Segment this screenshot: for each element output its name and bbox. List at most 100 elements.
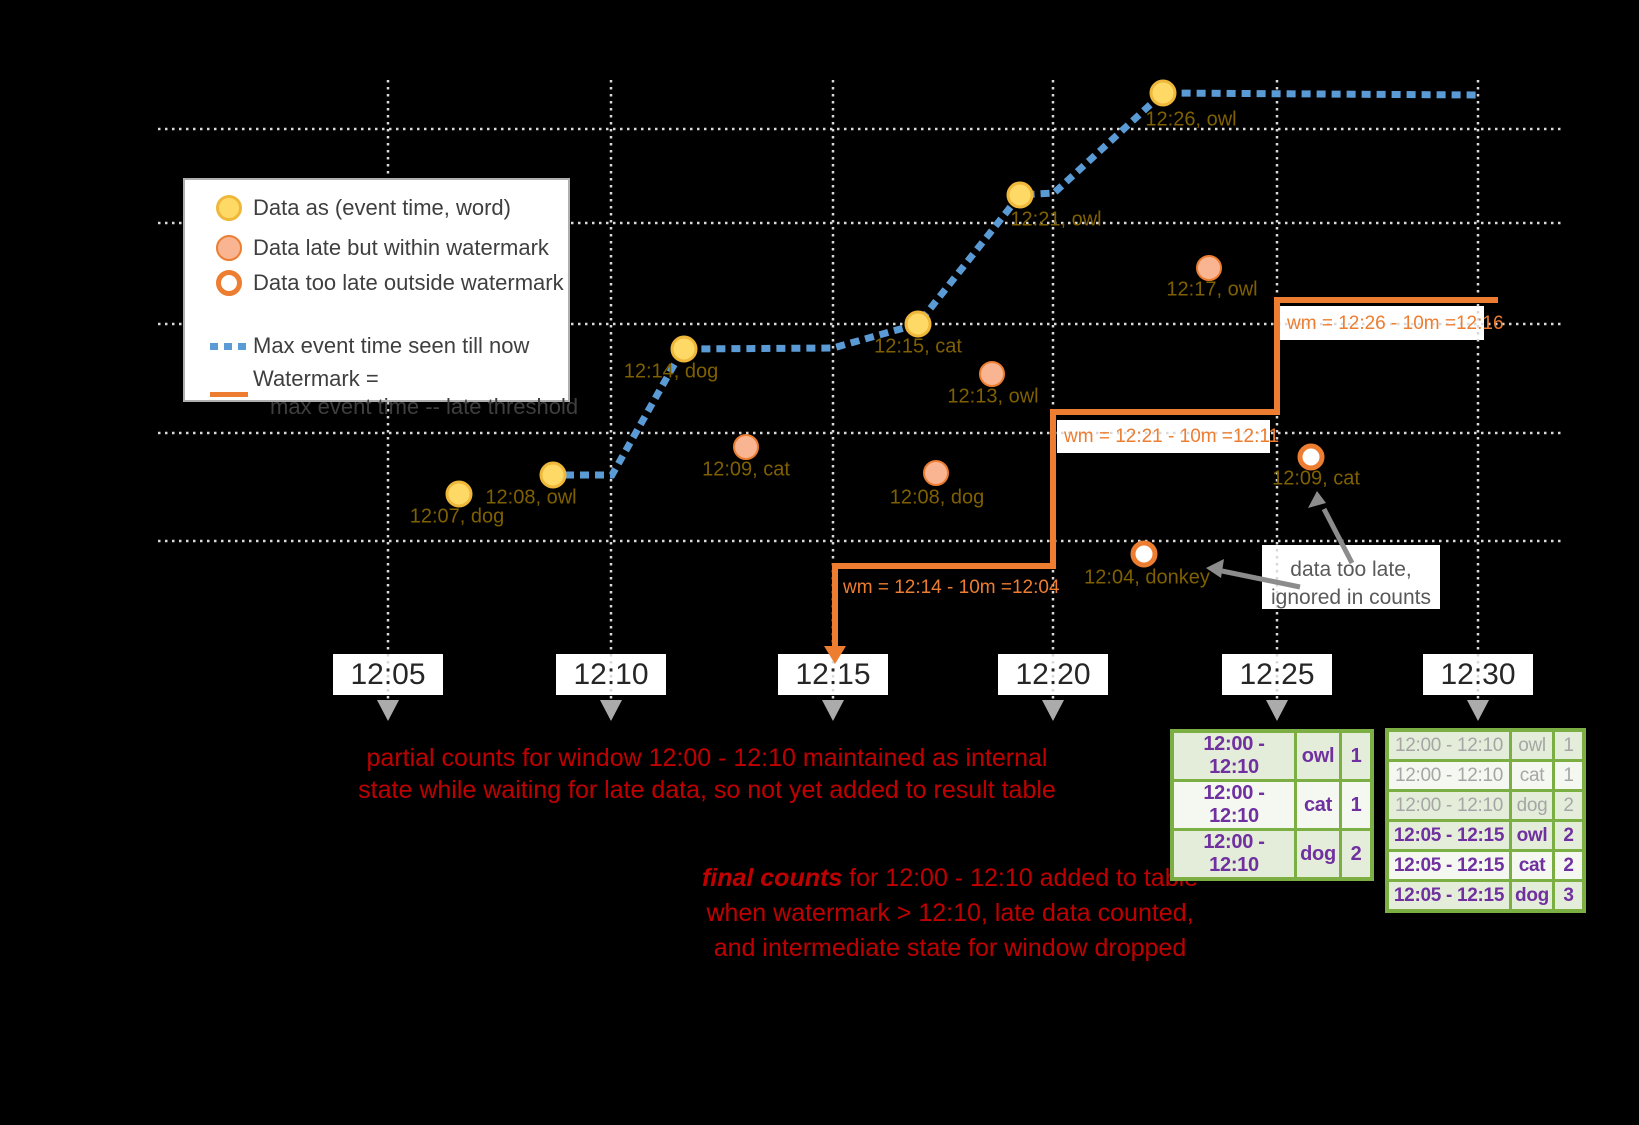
data-point-ontime xyxy=(1006,181,1034,209)
data-point-label: 12:15, cat xyxy=(874,335,962,358)
table-row: 12:00 - 12:10 owl 1 xyxy=(1385,728,1586,762)
watermark-line xyxy=(832,297,1498,646)
axis-tick-box xyxy=(1222,654,1332,695)
word-cell: dog xyxy=(1509,879,1555,913)
table-row: 12:05 - 12:15 cat 2 xyxy=(1385,849,1586,882)
watermark-label-line2: max event time -- late threshold xyxy=(270,394,579,419)
legend-label: Data as (event time, word) xyxy=(253,195,511,220)
callout-arrow xyxy=(1221,568,1301,590)
count-cell: 2 xyxy=(1552,789,1586,822)
late-dot-icon xyxy=(205,235,253,261)
word-cell: cat xyxy=(1509,849,1555,882)
axis-tick-box xyxy=(556,654,666,695)
window-cell: 12:05 - 12:15 xyxy=(1385,819,1512,852)
legend-item-late: Data late but within watermark xyxy=(205,235,568,261)
drop-arrowhead xyxy=(1042,700,1064,721)
word-cell: dog xyxy=(1294,828,1342,881)
toolate-ring-icon xyxy=(205,270,253,296)
drop-arrowhead xyxy=(377,700,399,721)
final-counts-note: final counts for 12:00 - 12:10 added to … xyxy=(690,861,1210,966)
axis-tick-box xyxy=(333,654,443,695)
blue-dashed-line-icon xyxy=(205,333,253,359)
data-point-ontime xyxy=(539,461,567,489)
axis-tick-label: 12:10 xyxy=(573,658,649,691)
word-cell: cat xyxy=(1294,779,1342,831)
table-row: 12:05 - 12:15 dog 3 xyxy=(1385,879,1586,913)
data-point-toolate xyxy=(1297,443,1325,471)
count-cell: 1 xyxy=(1552,728,1586,762)
drop-arrowhead xyxy=(600,700,622,721)
note-line: final counts for 12:00 - 12:10 added to … xyxy=(690,861,1210,896)
word-cell: owl xyxy=(1509,819,1555,852)
count-cell: 3 xyxy=(1552,879,1586,913)
window-cell: 12:00 - 12:10 xyxy=(1170,729,1297,782)
legend-item-watermark-line: Watermark = max event time -- late thres… xyxy=(205,365,578,421)
watermark-value-label: wm = 12:21 - 10m =12:11 xyxy=(1064,426,1280,447)
ontime-dot-icon xyxy=(205,195,253,221)
data-point-label: 12:09, cat xyxy=(1272,467,1360,490)
count-cell: 2 xyxy=(1552,819,1586,852)
drop-arrowhead xyxy=(1266,700,1288,721)
data-point-label: 12:17, owl xyxy=(1166,278,1258,301)
data-point-late xyxy=(1196,255,1222,281)
note-line: when watermark > 12:10, late data counte… xyxy=(706,899,1194,927)
final-counts-emphasis: final counts xyxy=(701,864,843,892)
too-late-callout: data too late, ignored in counts xyxy=(1262,556,1440,612)
window-cell: 12:00 - 12:10 xyxy=(1385,759,1512,792)
axis-tick-box xyxy=(998,654,1108,695)
data-point-late xyxy=(979,361,1005,387)
table-row: 12:05 - 12:15 owl 2 xyxy=(1385,819,1586,852)
note-line: state while waiting for late data, so no… xyxy=(358,776,1056,804)
note-line: partial counts for window 12:00 - 12:10 … xyxy=(366,744,1048,772)
data-point-ontime xyxy=(904,310,932,338)
legend-item-ontime: Data as (event time, word) xyxy=(205,195,568,221)
note-line-rest: for 12:00 - 12:10 added to table xyxy=(842,864,1199,892)
table-row: 12:00 - 12:10 dog 2 xyxy=(1385,789,1586,822)
axis-tick-label: 12:25 xyxy=(1239,658,1315,691)
data-point-label: 12:08, dog xyxy=(889,486,985,509)
partial-counts-note: partial counts for window 12:00 - 12:10 … xyxy=(317,742,1097,806)
result-table: 12:00 - 12:10 owl 1 12:00 - 12:10 cat 1 12:00 … xyxy=(1385,728,1586,913)
axis-tick-label: 12:15 xyxy=(795,658,871,691)
window-cell: 12:05 - 12:15 xyxy=(1385,849,1512,882)
result-table: 12:00 - 12:10 owl 1 12:00 - 12:10 cat 1 12:00 … xyxy=(1170,729,1374,881)
window-cell: 12:00 - 12:10 xyxy=(1385,728,1512,762)
legend-label: Data too late outside watermark xyxy=(253,270,564,295)
note-line: and intermediate state for window droppe… xyxy=(713,934,1187,962)
watermark-value-label: wm = 12:14 - 10m =12:04 xyxy=(843,577,1060,598)
data-point-label: 12:21, owl xyxy=(1010,208,1102,231)
data-point-ontime xyxy=(1149,79,1177,107)
data-point-late xyxy=(733,434,759,460)
axis-tick-label: 12:05 xyxy=(350,658,426,691)
callout-line: ignored in counts xyxy=(1271,586,1431,609)
legend-item-toolate: Data too late outside watermark xyxy=(205,270,568,296)
legend-label: Data late but within watermark xyxy=(253,235,549,260)
data-point-late xyxy=(923,460,949,486)
count-cell: 1 xyxy=(1552,759,1586,792)
table-row: 12:00 - 12:10 dog 2 xyxy=(1170,828,1374,881)
word-cell: dog xyxy=(1509,789,1555,822)
data-point-label: 12:07, dog xyxy=(409,505,505,528)
data-point-ontime xyxy=(445,480,473,508)
drop-arrowhead xyxy=(822,700,844,721)
legend-label: Max event time seen till now xyxy=(253,333,530,358)
legend: Data as (event time, word) Data late but… xyxy=(183,178,578,419)
table-row: 12:00 - 12:10 cat 1 xyxy=(1385,759,1586,792)
drop-arrowhead xyxy=(1467,700,1489,721)
result-table-grid: 12:00 - 12:10 owl 1 12:00 - 12:10 cat 1 12:00 … xyxy=(1385,728,1586,913)
watermark-value-label: wm = 12:26 - 10m =12:16 xyxy=(1287,313,1504,334)
data-point-label: 12:13, owl xyxy=(947,385,1039,408)
legend-item-max-event-line: Max event time seen till now xyxy=(205,333,568,359)
table-row: 12:00 - 12:10 owl 1 xyxy=(1170,729,1374,782)
table-row: 12:00 - 12:10 cat 1 xyxy=(1170,779,1374,831)
legend-label: Watermark = max event time -- late thres… xyxy=(253,365,578,421)
data-point-label: 12:04, donkey xyxy=(1084,566,1210,589)
orange-line-icon xyxy=(205,365,253,421)
data-point-label: 12:09, cat xyxy=(702,458,790,481)
axis-tick-box xyxy=(778,654,888,695)
word-cell: cat xyxy=(1509,759,1555,792)
data-point-toolate xyxy=(1130,540,1158,568)
word-cell: owl xyxy=(1294,729,1342,782)
window-cell: 12:00 - 12:10 xyxy=(1170,828,1297,881)
window-cell: 12:00 - 12:10 xyxy=(1385,789,1512,822)
